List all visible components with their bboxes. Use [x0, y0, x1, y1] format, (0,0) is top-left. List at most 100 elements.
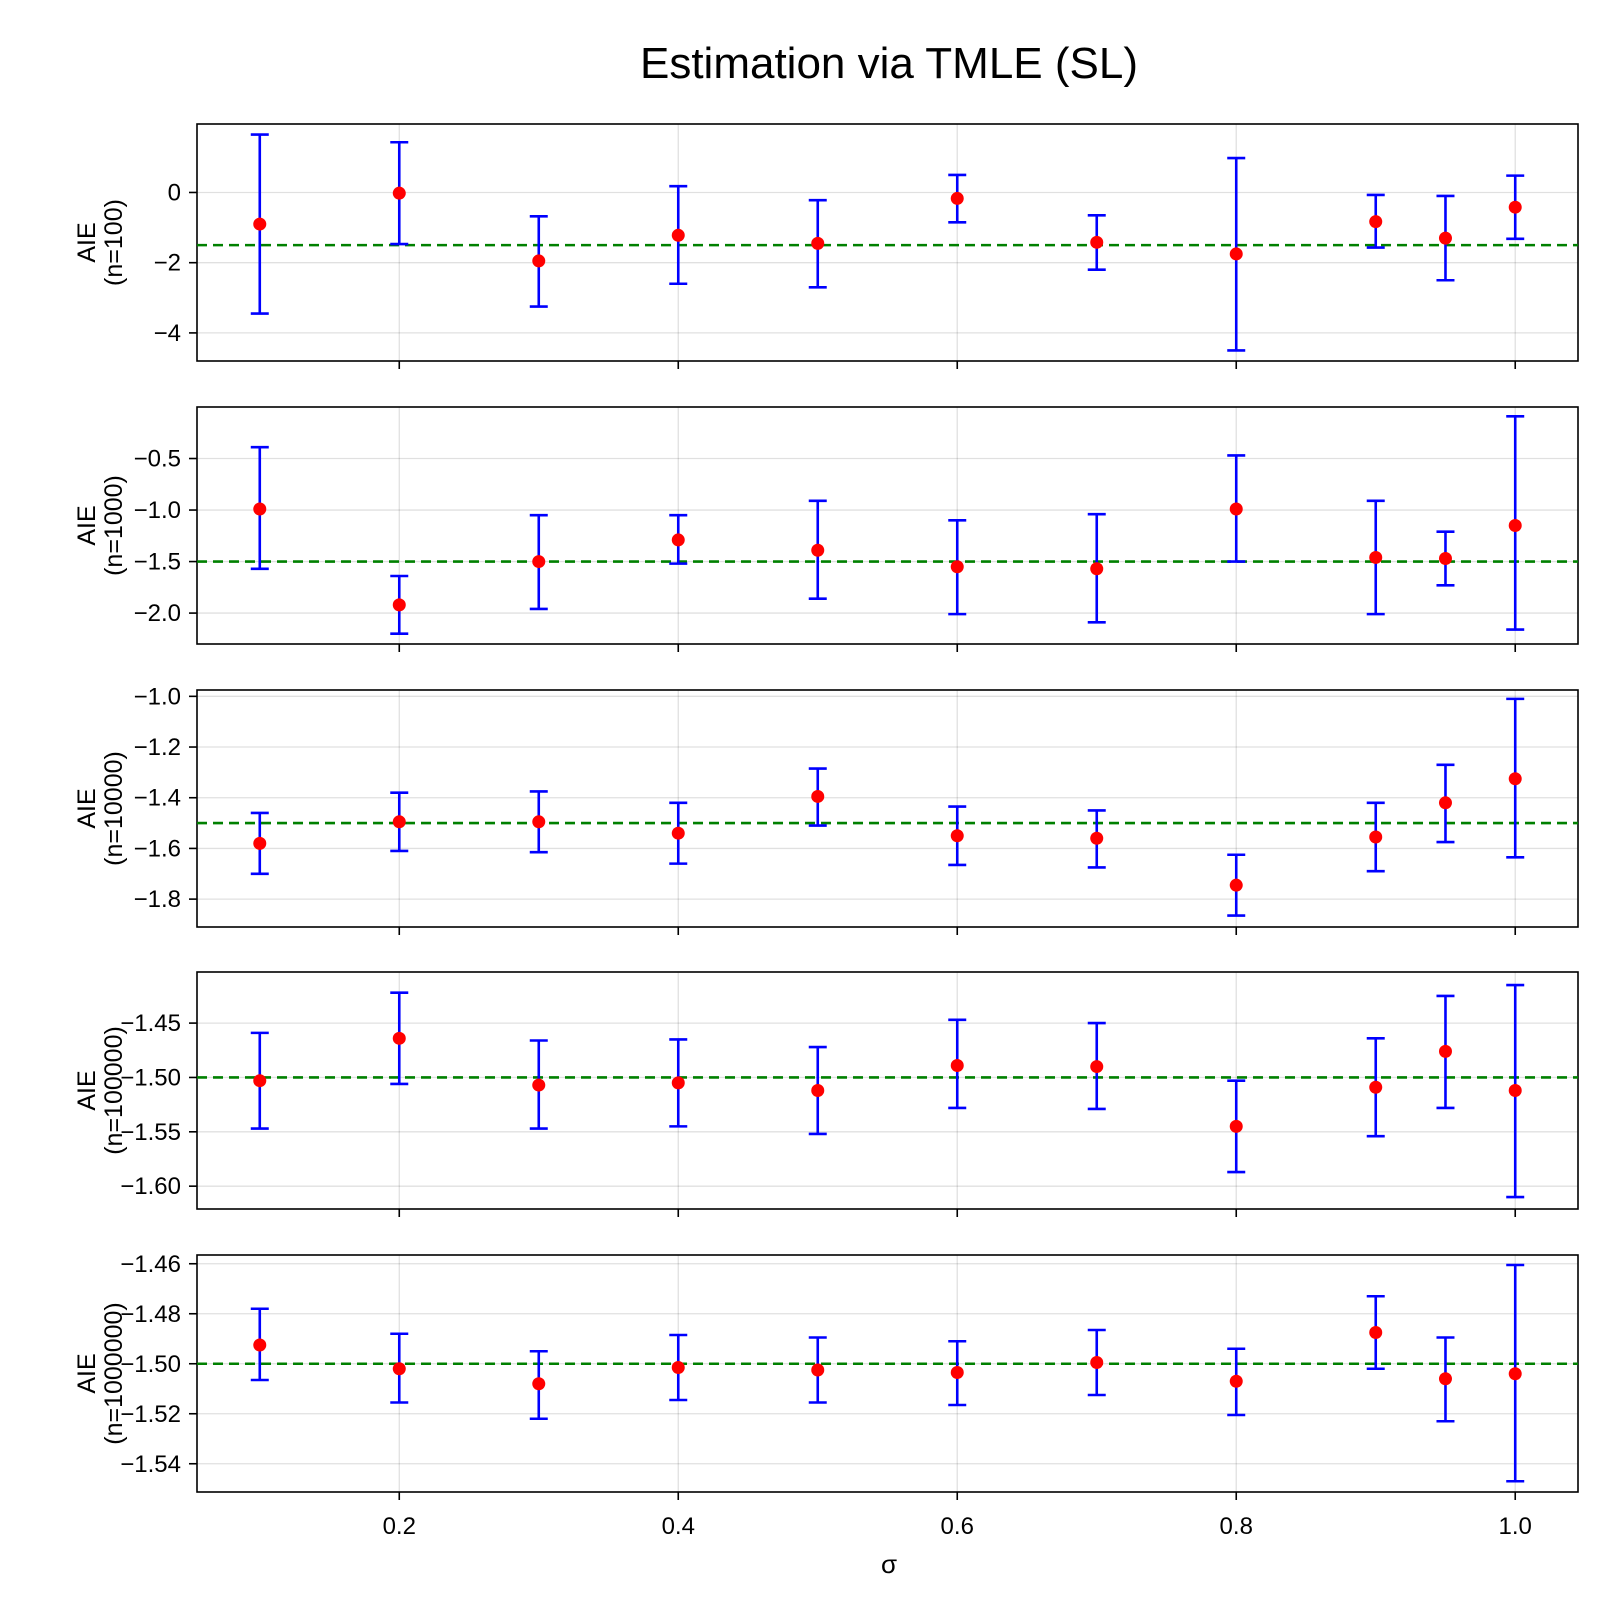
y-axis-label: AIE — [73, 222, 101, 262]
y-tick-label: −1.54 — [120, 1451, 181, 1478]
point-estimate — [811, 1363, 825, 1377]
point-estimate — [1369, 1080, 1383, 1094]
point-estimate — [392, 186, 406, 200]
y-tick-label: −1.0 — [134, 497, 181, 524]
point-estimate — [532, 555, 546, 569]
point-estimate — [671, 1361, 685, 1374]
y-tick-label: −1.48 — [120, 1301, 181, 1328]
y-tick-label: 0 — [168, 179, 181, 206]
x-tick-label: 1.0 — [1499, 1513, 1532, 1540]
point-estimate — [253, 836, 267, 850]
y-tick-label: −1.60 — [120, 1173, 181, 1200]
subplot-5: −1.46 −1.48 −1.50 −1.52 −1.54 AIE (n=1000000) 0… — [73, 1251, 1579, 1540]
point-estimate — [671, 533, 685, 547]
point-estimate — [253, 1074, 267, 1088]
point-estimate — [1508, 1367, 1522, 1381]
y-tick-label: −1.0 — [134, 683, 181, 710]
point-estimate — [950, 1058, 964, 1072]
point-estimate — [1438, 1372, 1452, 1386]
point-estimate — [1508, 519, 1522, 532]
subplot-4: −1.45 −1.50 −1.55 −1.60 AIE (n=100000) — [73, 971, 1579, 1217]
x-axis-label: σ — [881, 1549, 897, 1579]
y-axis-sublabel: (n=1000000) — [100, 1302, 128, 1444]
point-estimate — [1229, 247, 1243, 261]
y-tick-label: −1.2 — [134, 734, 181, 761]
point-estimate — [1369, 550, 1383, 564]
point-estimate — [950, 829, 964, 843]
point-estimate — [1229, 1374, 1243, 1388]
subplot-2: −0.5 −1.0 −1.5 −2.0 AIE (n=1000) — [73, 406, 1579, 652]
point-estimate — [1508, 1084, 1522, 1097]
y-axis-sublabel: (n=100) — [100, 199, 128, 286]
y-axis-label: AIE — [73, 788, 101, 828]
point-estimate — [1090, 235, 1104, 249]
point-estimate — [1508, 772, 1522, 786]
point-estimate — [1229, 502, 1243, 516]
y-tick-label: −1.6 — [134, 835, 181, 862]
point-estimate — [811, 789, 825, 803]
point-estimate — [811, 1084, 825, 1097]
y-axis-label: AIE — [73, 505, 101, 545]
point-estimate — [671, 1076, 685, 1090]
point-estimate — [1508, 200, 1522, 214]
y-tick-label: −0.5 — [134, 446, 181, 473]
point-estimate — [532, 1377, 546, 1391]
point-estimate — [392, 598, 406, 612]
point-estimate — [392, 1362, 406, 1376]
y-tick-label: −1.50 — [120, 1064, 181, 1091]
x-tick-label: 0.4 — [662, 1513, 695, 1540]
point-estimate — [1090, 831, 1104, 845]
point-estimate — [1369, 215, 1383, 229]
point-estimate — [1229, 1119, 1243, 1133]
y-axis-sublabel: (n=10000) — [100, 751, 128, 866]
x-tick-label: 0.6 — [941, 1513, 974, 1540]
plot-frame — [196, 123, 1579, 362]
point-estimate — [392, 1031, 406, 1045]
x-tick-label: 0.2 — [383, 1513, 416, 1540]
point-estimate — [671, 826, 685, 840]
point-estimate — [1369, 1326, 1383, 1339]
point-estimate — [1438, 796, 1452, 810]
point-estimate — [811, 236, 825, 250]
y-axis-label: AIE — [73, 1353, 101, 1393]
point-estimate — [1369, 830, 1383, 844]
point-estimate — [1438, 551, 1452, 565]
point-estimate — [1438, 1044, 1452, 1058]
point-estimate — [253, 217, 267, 231]
plot-frame — [196, 689, 1579, 928]
point-estimate — [1438, 231, 1452, 245]
point-estimate — [1090, 1060, 1104, 1074]
point-estimate — [532, 1078, 546, 1092]
chart-title: Estimation via TMLE (SL) — [640, 39, 1138, 88]
y-tick-label: −1.46 — [120, 1251, 181, 1278]
subplot-3: −1.0 −1.2 −1.4 −1.6 −1.8 AIE (n=10000) — [73, 683, 1579, 935]
point-estimate — [532, 815, 546, 829]
y-tick-label: −1.5 — [134, 549, 181, 576]
point-estimate — [1229, 878, 1243, 892]
y-tick-label: −1.52 — [120, 1401, 181, 1428]
y-tick-label: −1.50 — [120, 1351, 181, 1378]
point-estimate — [811, 543, 825, 557]
plot-frame — [196, 406, 1579, 645]
y-tick-label: −2 — [154, 250, 181, 277]
y-tick-label: −4 — [154, 320, 181, 347]
point-estimate — [1090, 1356, 1104, 1369]
y-tick-label: −1.55 — [120, 1119, 181, 1146]
plot-frame — [196, 1254, 1579, 1493]
y-axis-sublabel: (n=100000) — [100, 1026, 128, 1155]
point-estimate — [253, 1338, 267, 1352]
point-estimate — [532, 254, 546, 268]
y-tick-label: −2.0 — [134, 600, 181, 627]
subplot-1: 0 −2 −4 AIE (n=100) — [73, 123, 1579, 369]
point-estimate — [671, 228, 685, 242]
point-estimate — [950, 560, 964, 574]
y-tick-label: −1.45 — [120, 1010, 181, 1037]
point-estimate — [950, 191, 964, 205]
y-tick-label: −1.4 — [134, 785, 181, 812]
point-estimate — [1090, 562, 1104, 576]
x-tick-label: 0.8 — [1220, 1513, 1253, 1540]
y-axis-sublabel: (n=1000) — [100, 475, 128, 576]
y-axis-label: AIE — [73, 1070, 101, 1110]
